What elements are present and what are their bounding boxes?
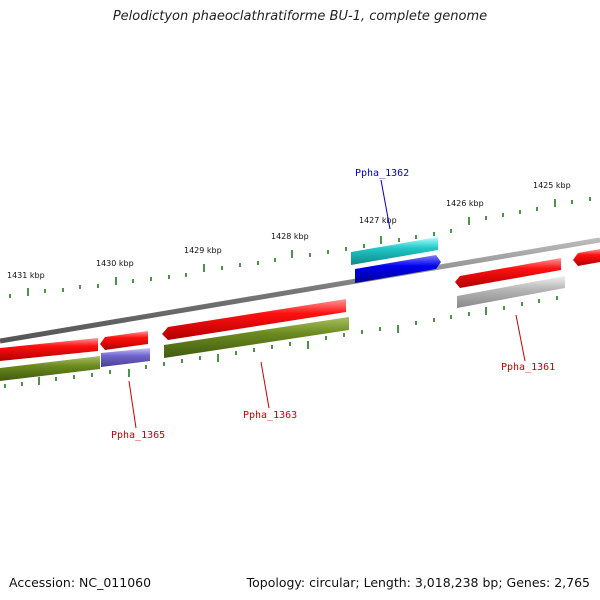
gene-ppha-1363[interactable] [164,317,349,358]
gene-ppha-1365[interactable] [101,348,150,367]
callout-line-ppha-1363 [260,361,270,409]
callout-line-ppha-1362 [380,179,391,230]
genome-summary-text: Topology: circular; Length: 3,018,238 bp… [246,575,590,590]
inner-scale-ticks [4,296,558,388]
accession-text: Accession: NC_011060 [9,575,152,590]
gene-cyan-feature[interactable] [351,237,438,265]
gene-red-edge[interactable] [573,249,600,266]
gene-ppha-1362[interactable] [355,255,441,283]
gene-red-small[interactable] [100,331,148,350]
scale-label-1429: 1429 kbp [184,246,222,255]
gene-label-ppha-1365[interactable]: Ppha_1365 [111,430,165,441]
scale-label-1427: 1427 kbp [359,216,397,225]
gene-red-right-top[interactable] [455,258,561,288]
scale-label-1431: 1431 kbp [7,271,45,280]
scale-label-1426: 1426 kbp [446,199,484,208]
callout-line-ppha-1365 [128,380,137,429]
map-title: Pelodictyon phaeoclathratiforme BU-1, co… [112,9,488,24]
gene-label-ppha-1361[interactable]: Ppha_1361 [501,362,555,373]
gene-ppha-1361[interactable] [457,276,565,308]
outer-scale-ticks [9,197,591,298]
gene-label-ppha-1363[interactable]: Ppha_1363 [243,410,297,421]
gene-red-large[interactable] [162,299,346,340]
gene-label-ppha-1362[interactable]: Ppha_1362 [355,168,409,179]
scale-label-1425: 1425 kbp [533,181,571,190]
gene-green-left[interactable] [0,356,100,381]
gene-red-left[interactable] [0,338,98,361]
scale-label-1428: 1428 kbp [271,232,309,241]
genome-backbone [0,237,600,344]
scale-label-1430: 1430 kbp [96,259,134,268]
callout-line-ppha-1361 [515,314,526,362]
